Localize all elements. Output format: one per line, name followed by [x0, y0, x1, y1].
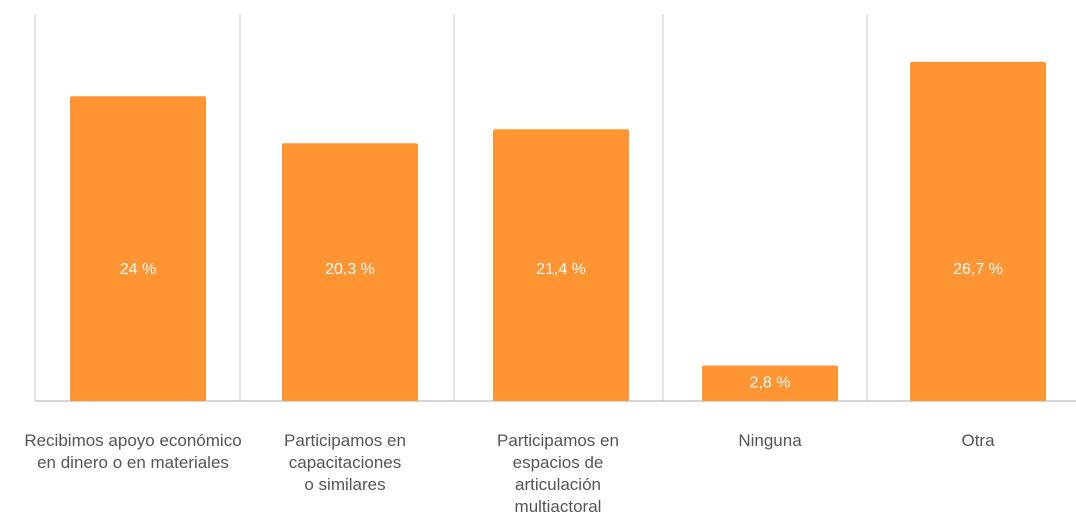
bar — [493, 129, 629, 401]
value-label: 26,7 % — [953, 261, 1003, 278]
bar — [70, 96, 206, 401]
value-label: 2,8 % — [750, 374, 791, 391]
bar — [282, 143, 418, 401]
bar — [702, 365, 838, 401]
x-tick-label: Participamos en capacitaciones o similar… — [284, 431, 406, 494]
value-label: 20,3 % — [325, 261, 375, 278]
bar — [910, 61, 1046, 401]
x-tick-label: Participamos en espacios de articulación… — [497, 431, 619, 515]
x-tick-label: Otra — [961, 431, 995, 450]
x-tick-label: Ninguna — [738, 431, 802, 450]
value-label: 21,4 % — [536, 261, 586, 278]
x-tick-label: Recibimos apoyo económico en dinero o en… — [24, 431, 242, 472]
value-label: 24 % — [120, 261, 156, 278]
